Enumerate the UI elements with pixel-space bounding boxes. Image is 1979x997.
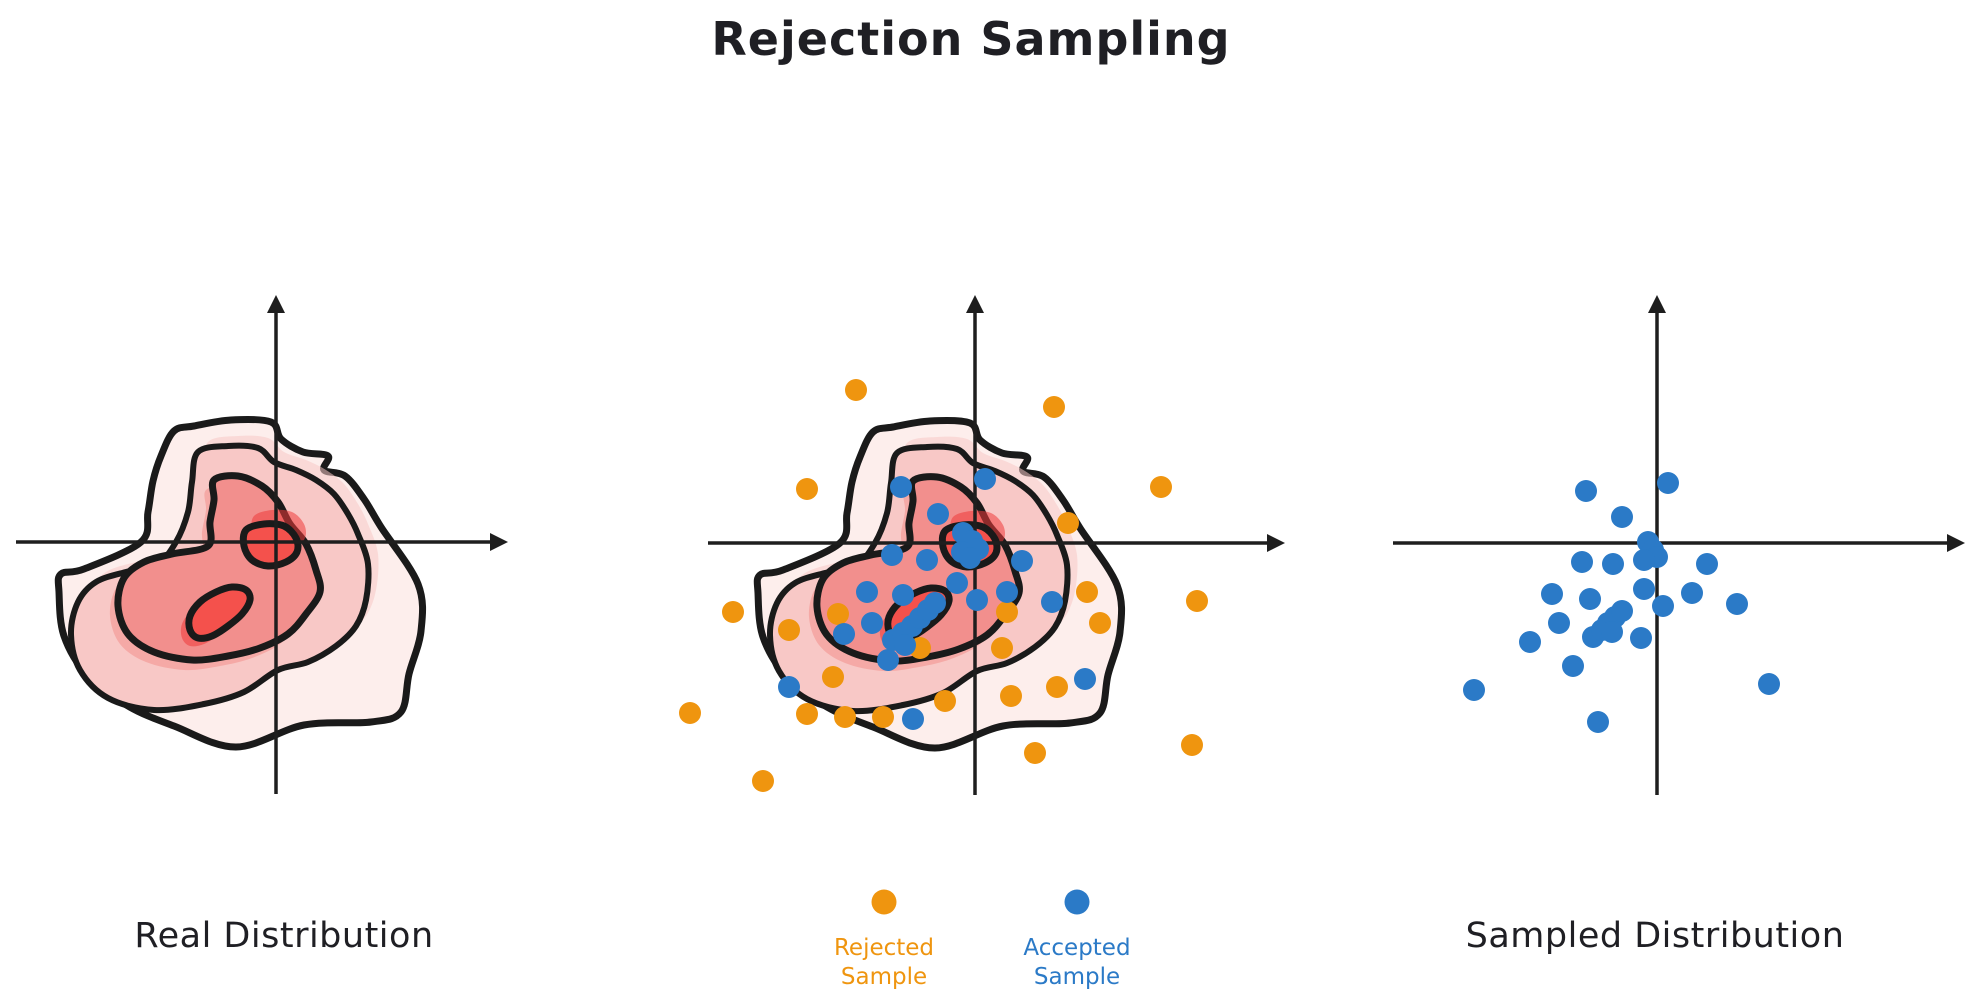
rejected-sample-dot	[752, 770, 774, 792]
rejected-sample-dot	[796, 478, 818, 500]
rejected-sample-dot	[1089, 612, 1111, 634]
accepted-sample-dot	[881, 544, 903, 566]
rejected-sample-dot	[778, 619, 800, 641]
accepted-sample-dot	[1541, 583, 1563, 605]
accepted-sample-dot	[1602, 553, 1624, 575]
panel-sampled	[1393, 295, 1965, 795]
rejected-sample-dot	[1150, 476, 1172, 498]
rejected-sample-dot	[991, 637, 1013, 659]
y-axis-arrow-icon	[966, 295, 984, 313]
panel-sampling	[679, 295, 1285, 795]
rejected-sample-dot	[722, 601, 744, 623]
rejected-sample-dot	[872, 706, 894, 728]
accepted-sample-dot	[1579, 588, 1601, 610]
accepted-sample-dot	[1548, 612, 1570, 634]
rejected-sample-dot	[845, 379, 867, 401]
accepted-sample-dot	[959, 547, 981, 569]
peak-origin	[239, 520, 302, 570]
accepted-sample-dot	[1587, 711, 1609, 733]
rejected-sample-dot	[934, 690, 956, 712]
accepted-sample-dot	[916, 549, 938, 571]
panel-real	[16, 295, 508, 794]
rejected-sample-dot	[796, 703, 818, 725]
accepted-sample-dot	[778, 676, 800, 698]
rejected-sample-dot	[996, 601, 1018, 623]
x-axis-arrow-icon	[1947, 534, 1965, 552]
accepted-sample-dot	[833, 623, 855, 645]
rejected-sample-dot	[1046, 676, 1068, 698]
accepted-sample-dot	[1652, 595, 1674, 617]
rejected-sample-dot	[827, 603, 849, 625]
accepted-sample-dot	[902, 708, 924, 730]
accepted-sample-dot	[1011, 550, 1033, 572]
x-axis-arrow-icon	[490, 533, 508, 551]
accepted-sample-dot	[1657, 472, 1679, 494]
accepted-sample-dot	[966, 589, 988, 611]
accepted-sample-dot	[1630, 627, 1652, 649]
accepted-sample-dot	[856, 581, 878, 603]
rejected-sample-dot	[1186, 590, 1208, 612]
accepted-sample-dot	[1571, 551, 1593, 573]
accepted-sample-dot	[1726, 593, 1748, 615]
accepted-sample-dot	[974, 468, 996, 490]
rejected-sample-dot	[1043, 396, 1065, 418]
accepted-sample-dot	[1601, 621, 1623, 643]
accepted-sample-dot	[877, 649, 899, 671]
accepted-sample-dot	[1696, 553, 1718, 575]
accepted-sample-dot	[1575, 480, 1597, 502]
accepted-sample-dot	[1633, 549, 1655, 571]
accepted-sample-dot	[1611, 600, 1633, 622]
rejected-sample-dot	[1181, 734, 1203, 756]
accepted-sample-dot	[1562, 655, 1584, 677]
caption-sampled-distribution: Sampled Distribution	[1465, 916, 1845, 956]
y-axis-arrow-icon	[1648, 295, 1666, 313]
density-contours	[54, 415, 427, 751]
accepted-sample-dot	[1519, 631, 1541, 653]
accepted-sample-dot	[946, 572, 968, 594]
diagram-title: Rejection Sampling	[711, 12, 1231, 66]
y-axis-arrow-icon	[267, 295, 285, 313]
rejected-sample-dot	[822, 666, 844, 688]
accepted-sample-dot	[890, 476, 912, 498]
legend-accepted-dot	[1064, 889, 1090, 915]
accepted-sample-dot	[894, 634, 916, 656]
accepted-sample-dot	[861, 612, 883, 634]
rejected-sample-dot	[1024, 742, 1046, 764]
accepted-sample-dot	[996, 581, 1018, 603]
accepted-sample-dot	[892, 584, 914, 606]
legend-label-accepted: Accepted Sample	[1023, 935, 1131, 990]
legend-rejected-dot	[871, 889, 897, 915]
legend-label-rejected: Rejected Sample	[833, 935, 935, 990]
accepted-sample-dot	[1041, 591, 1063, 613]
x-axis-arrow-icon	[1267, 534, 1285, 552]
rejected-sample-dot	[1057, 512, 1079, 534]
rejected-sample-dot	[1076, 581, 1098, 603]
accepted-sample-dot	[1463, 679, 1485, 701]
peak-lower	[185, 583, 254, 642]
accepted-sample-dot	[1633, 578, 1655, 600]
rejected-sample-dot	[1000, 685, 1022, 707]
rejected-sample-dot	[834, 706, 856, 728]
caption-real-distribution: Real Distribution	[134, 916, 434, 956]
accepted-sample-dot	[1611, 506, 1633, 528]
accepted-sample-dot	[927, 503, 949, 525]
accepted-sample-dot	[924, 592, 946, 614]
accepted-sample-dot	[1758, 673, 1780, 695]
accepted-sample-dot	[1074, 668, 1096, 690]
rejected-sample-dot	[679, 702, 701, 724]
accepted-sample-dot	[1681, 582, 1703, 604]
